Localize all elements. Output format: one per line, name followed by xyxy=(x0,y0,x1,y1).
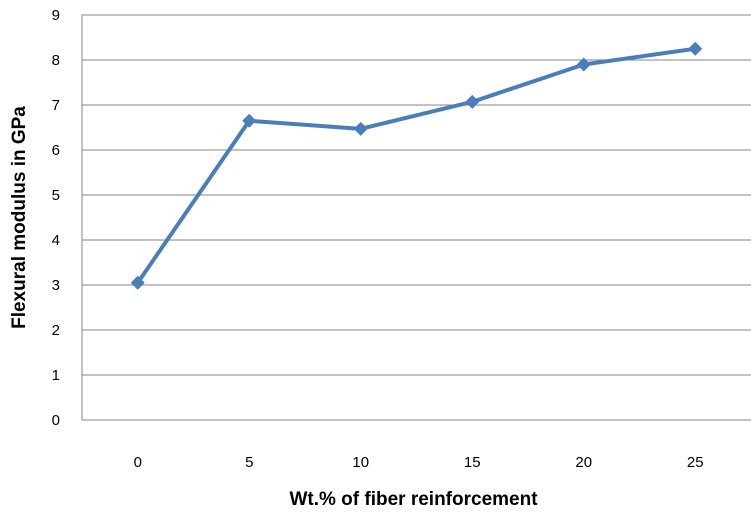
y-axis-title: Flexural modulus in GPa xyxy=(9,106,30,329)
y-tick-label: 4 xyxy=(52,232,60,249)
y-tick-label: 2 xyxy=(52,322,60,339)
x-tick-label: 20 xyxy=(575,454,592,471)
x-tick-label: 25 xyxy=(687,454,704,471)
y-tick-label: 8 xyxy=(52,52,60,69)
y-tick-label: 9 xyxy=(52,7,60,24)
x-tick-label: 5 xyxy=(245,454,253,471)
y-tick-label: 5 xyxy=(52,187,60,204)
axes xyxy=(81,15,751,421)
data-point xyxy=(353,121,368,136)
series xyxy=(130,41,703,290)
x-tick-label: 10 xyxy=(352,454,369,471)
data-point xyxy=(688,41,703,56)
data-point xyxy=(242,113,257,128)
x-tick-label: 0 xyxy=(134,454,142,471)
y-tick-label: 3 xyxy=(52,277,60,294)
data-point xyxy=(130,275,145,290)
x-axis-title: Wt.% of fiber reinforcement xyxy=(289,489,538,510)
x-tick-label: 15 xyxy=(464,454,481,471)
data-point xyxy=(465,94,480,109)
y-tick-label: 0 xyxy=(52,412,60,429)
x-tick-labels: 0 5 10 15 20 25 xyxy=(134,454,704,471)
series-line xyxy=(136,46,696,284)
y-tick-label: 1 xyxy=(52,367,60,384)
y-tick-label: 6 xyxy=(52,142,60,159)
y-tick-label: 7 xyxy=(52,97,60,114)
y-tick-labels: 0 1 2 3 4 5 6 7 8 9 xyxy=(52,7,60,429)
gridlines xyxy=(82,14,751,376)
data-point xyxy=(576,57,591,72)
